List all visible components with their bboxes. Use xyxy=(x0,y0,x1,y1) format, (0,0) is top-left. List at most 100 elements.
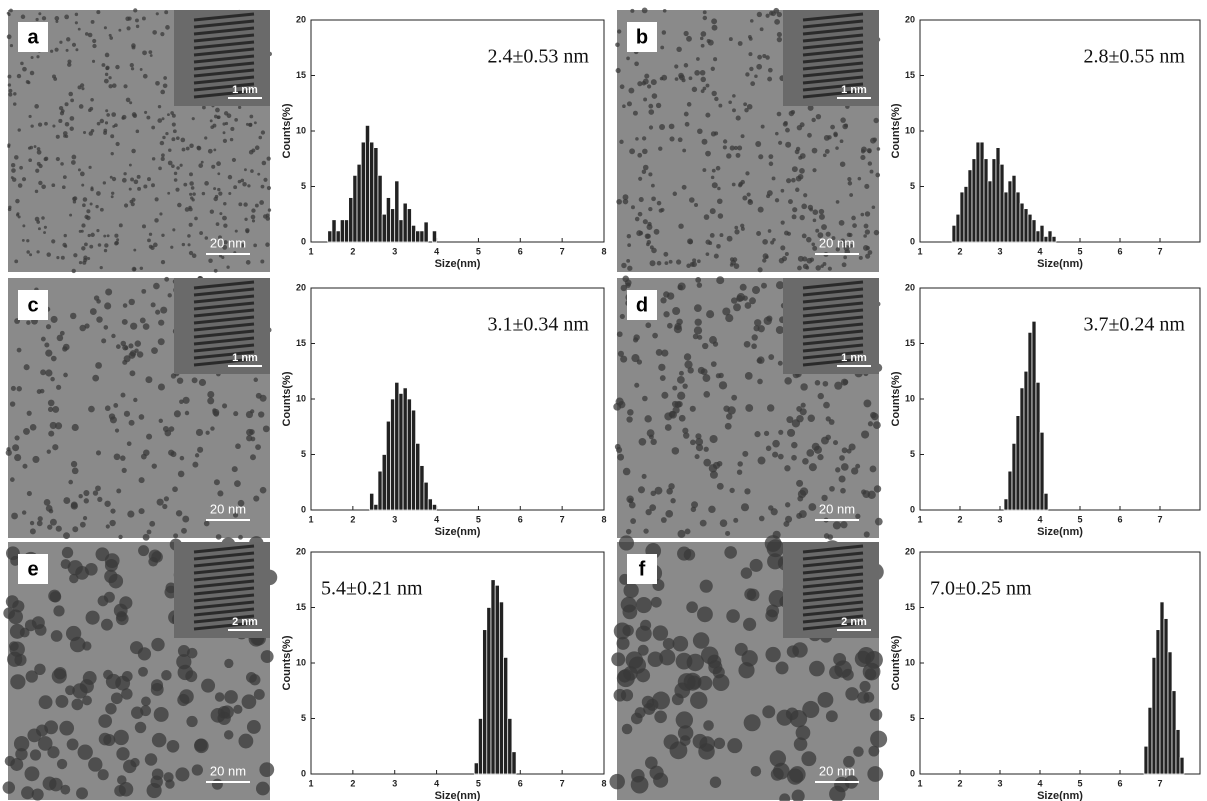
particle xyxy=(41,184,46,189)
bar xyxy=(1152,657,1156,774)
particle xyxy=(682,384,687,389)
particle xyxy=(171,137,175,141)
x-tick-label: 2 xyxy=(350,778,355,788)
bar xyxy=(1044,493,1048,510)
particle xyxy=(703,10,707,14)
particle xyxy=(178,471,185,478)
particle xyxy=(162,136,165,139)
particle xyxy=(706,252,710,256)
particle xyxy=(68,480,73,485)
particle xyxy=(682,78,686,82)
particle xyxy=(745,72,749,76)
particle xyxy=(762,705,775,718)
particle xyxy=(701,89,705,93)
particle xyxy=(100,119,104,123)
particle xyxy=(676,259,681,264)
particle xyxy=(173,533,178,538)
particle xyxy=(98,596,109,607)
x-tick-label: 3 xyxy=(392,246,397,256)
particle xyxy=(172,122,176,126)
particle xyxy=(154,707,169,722)
particle xyxy=(684,549,696,561)
particle xyxy=(136,130,140,134)
particle xyxy=(637,153,642,158)
particle xyxy=(730,146,735,151)
particle xyxy=(228,192,231,195)
particle xyxy=(105,559,118,572)
y-tick-label: 0 xyxy=(301,504,306,514)
particle xyxy=(27,491,32,496)
particle xyxy=(98,714,112,728)
particle xyxy=(627,101,632,106)
particle xyxy=(82,203,86,207)
annotation: 3.1±0.34 nm xyxy=(487,314,589,336)
particle xyxy=(772,238,776,242)
particle xyxy=(26,250,30,254)
particle xyxy=(778,141,782,145)
particle xyxy=(22,224,25,227)
particle xyxy=(52,406,59,413)
particle xyxy=(79,230,82,233)
y-tick-label: 15 xyxy=(296,602,306,612)
particle xyxy=(246,429,253,436)
particle xyxy=(3,781,15,793)
particle xyxy=(140,267,143,270)
particle xyxy=(682,185,687,190)
particle xyxy=(622,104,626,108)
particle xyxy=(168,161,173,166)
particle xyxy=(839,455,845,461)
histogram: 1234567805101520Size(nm)Counts(%)5.4±0.2… xyxy=(281,546,607,801)
particle xyxy=(24,364,30,370)
particle xyxy=(811,243,815,247)
particle xyxy=(107,234,110,237)
particle xyxy=(643,528,648,533)
particle xyxy=(235,230,238,233)
particle xyxy=(233,411,238,416)
bar xyxy=(432,504,436,510)
particle xyxy=(110,416,117,423)
particle xyxy=(734,229,739,234)
particle xyxy=(135,340,141,346)
particle xyxy=(617,29,621,33)
particle xyxy=(690,406,696,412)
particle xyxy=(10,674,25,689)
particle xyxy=(737,469,742,474)
particle xyxy=(824,533,830,539)
particle xyxy=(147,177,151,181)
particle xyxy=(644,415,651,422)
particle xyxy=(702,343,708,349)
particle xyxy=(710,435,718,443)
particle xyxy=(8,75,12,79)
particle xyxy=(261,185,265,189)
particle xyxy=(650,439,656,445)
y-axis-label: Counts(%) xyxy=(281,635,293,690)
particle xyxy=(204,521,210,527)
particle xyxy=(105,66,109,70)
particle xyxy=(192,192,196,196)
particle xyxy=(717,461,723,467)
annotation: 5.4±0.21 nm xyxy=(321,578,423,600)
particle xyxy=(622,276,629,283)
particle xyxy=(189,144,193,148)
particle xyxy=(130,641,143,654)
particle xyxy=(210,119,213,122)
particle xyxy=(661,517,667,523)
particle xyxy=(222,403,227,408)
particle xyxy=(627,409,634,416)
particle xyxy=(786,708,799,721)
bar xyxy=(1156,630,1160,774)
particle xyxy=(44,226,47,229)
y-tick-label: 5 xyxy=(910,449,915,459)
scale-label: 20 nm xyxy=(210,501,246,516)
particle xyxy=(697,335,702,340)
bar xyxy=(416,443,420,510)
particle xyxy=(76,787,88,799)
y-axis-label: Counts(%) xyxy=(281,371,293,426)
particle xyxy=(703,391,710,398)
particle xyxy=(660,46,664,50)
particle xyxy=(783,122,788,127)
particle xyxy=(161,670,171,680)
particle xyxy=(228,175,232,179)
particle xyxy=(657,261,662,266)
particle xyxy=(714,97,718,101)
